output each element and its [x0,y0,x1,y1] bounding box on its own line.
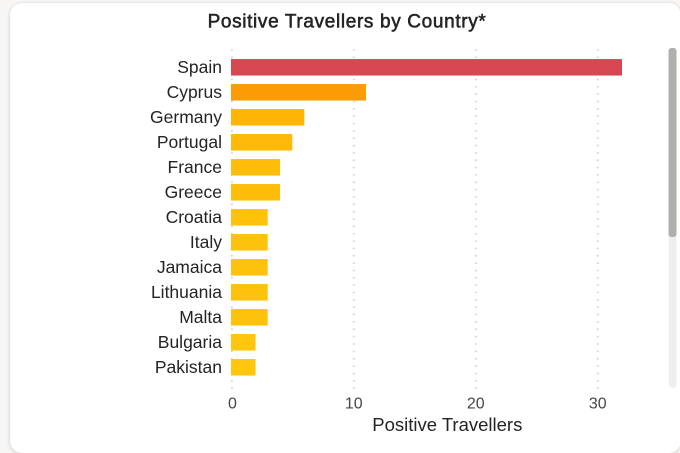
svg-text:Bulgaria: Bulgaria [158,332,222,352]
svg-text:20: 20 [467,395,485,412]
svg-text:Croatia: Croatia [166,207,223,227]
svg-text:30: 30 [589,395,607,412]
svg-text:Positive Travellers: Positive Travellers [372,414,522,435]
svg-text:France: France [168,157,222,177]
svg-text:Portugal: Portugal [157,132,222,152]
svg-text:Italy: Italy [190,232,222,252]
svg-text:Pakistan: Pakistan [155,357,222,377]
svg-text:Greece: Greece [165,182,222,202]
svg-text:Spain: Spain [177,57,222,77]
svg-text:Positive Travellers by Country: Positive Travellers by Country* [208,12,487,33]
svg-text:Germany: Germany [150,107,222,127]
svg-text:Lithuania: Lithuania [151,282,222,302]
svg-text:10: 10 [345,395,363,412]
svg-text:0: 0 [228,395,237,412]
svg-text:Jamaica: Jamaica [157,257,222,277]
svg-text:Malta: Malta [179,307,222,327]
svg-text:Cyprus: Cyprus [167,82,223,102]
